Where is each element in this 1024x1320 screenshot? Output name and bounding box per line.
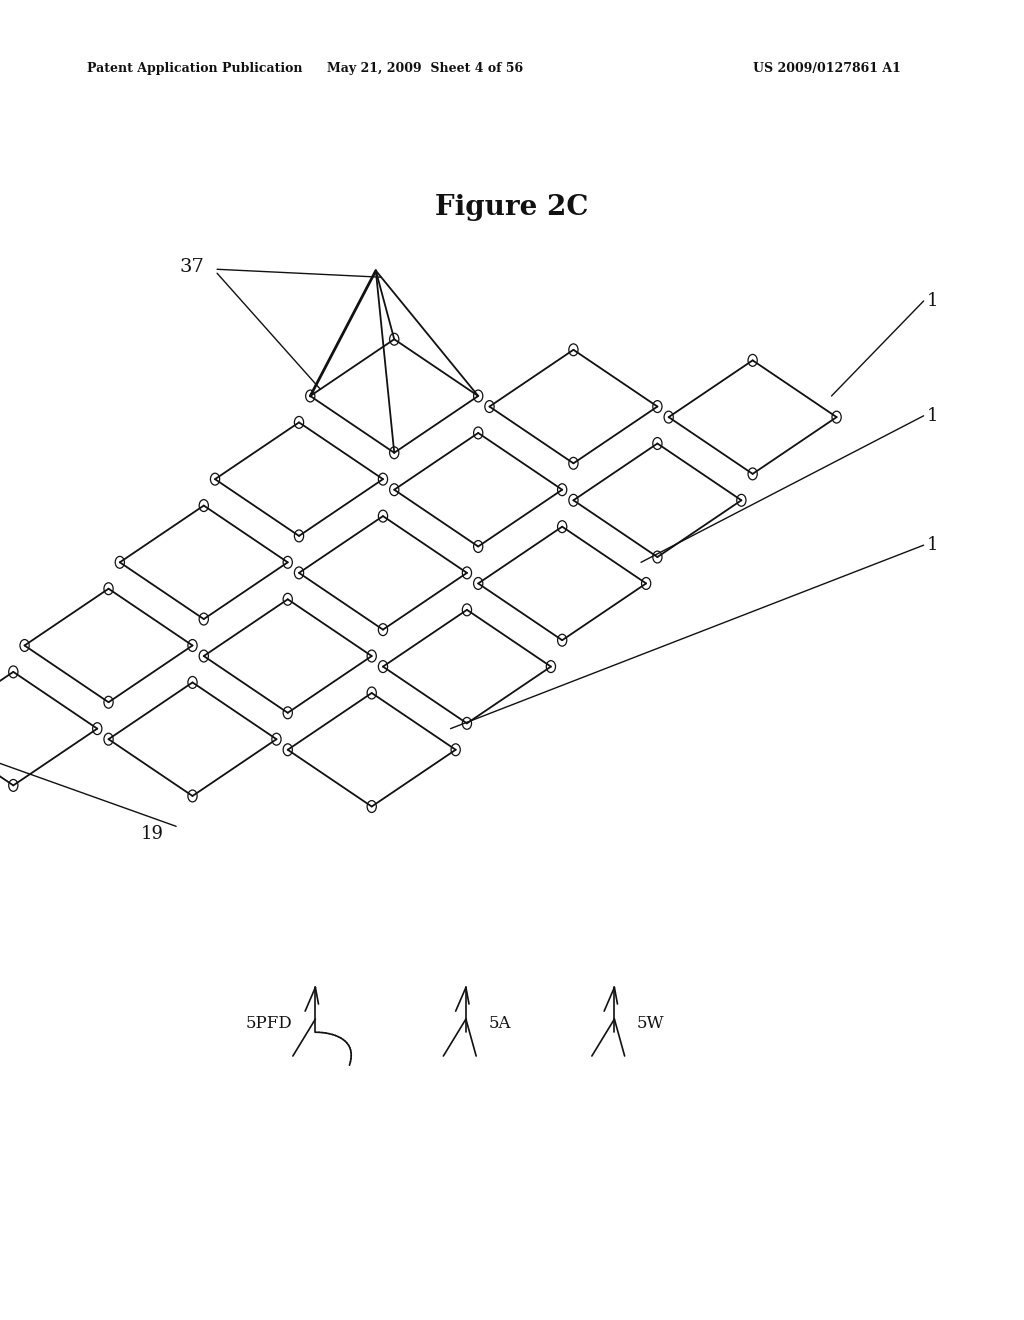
Text: Figure 2C: Figure 2C <box>435 194 589 220</box>
Text: 5A: 5A <box>488 1015 511 1031</box>
Text: 5W: 5W <box>637 1015 665 1031</box>
Text: 1: 1 <box>927 407 938 425</box>
Text: 37: 37 <box>179 257 204 276</box>
Text: Patent Application Publication: Patent Application Publication <box>87 62 302 75</box>
Text: US 2009/0127861 A1: US 2009/0127861 A1 <box>754 62 901 75</box>
Text: 5PFD: 5PFD <box>246 1015 293 1031</box>
Text: 19: 19 <box>140 825 163 843</box>
Text: 1: 1 <box>927 536 938 554</box>
Text: 1: 1 <box>927 292 938 310</box>
Text: May 21, 2009  Sheet 4 of 56: May 21, 2009 Sheet 4 of 56 <box>327 62 523 75</box>
